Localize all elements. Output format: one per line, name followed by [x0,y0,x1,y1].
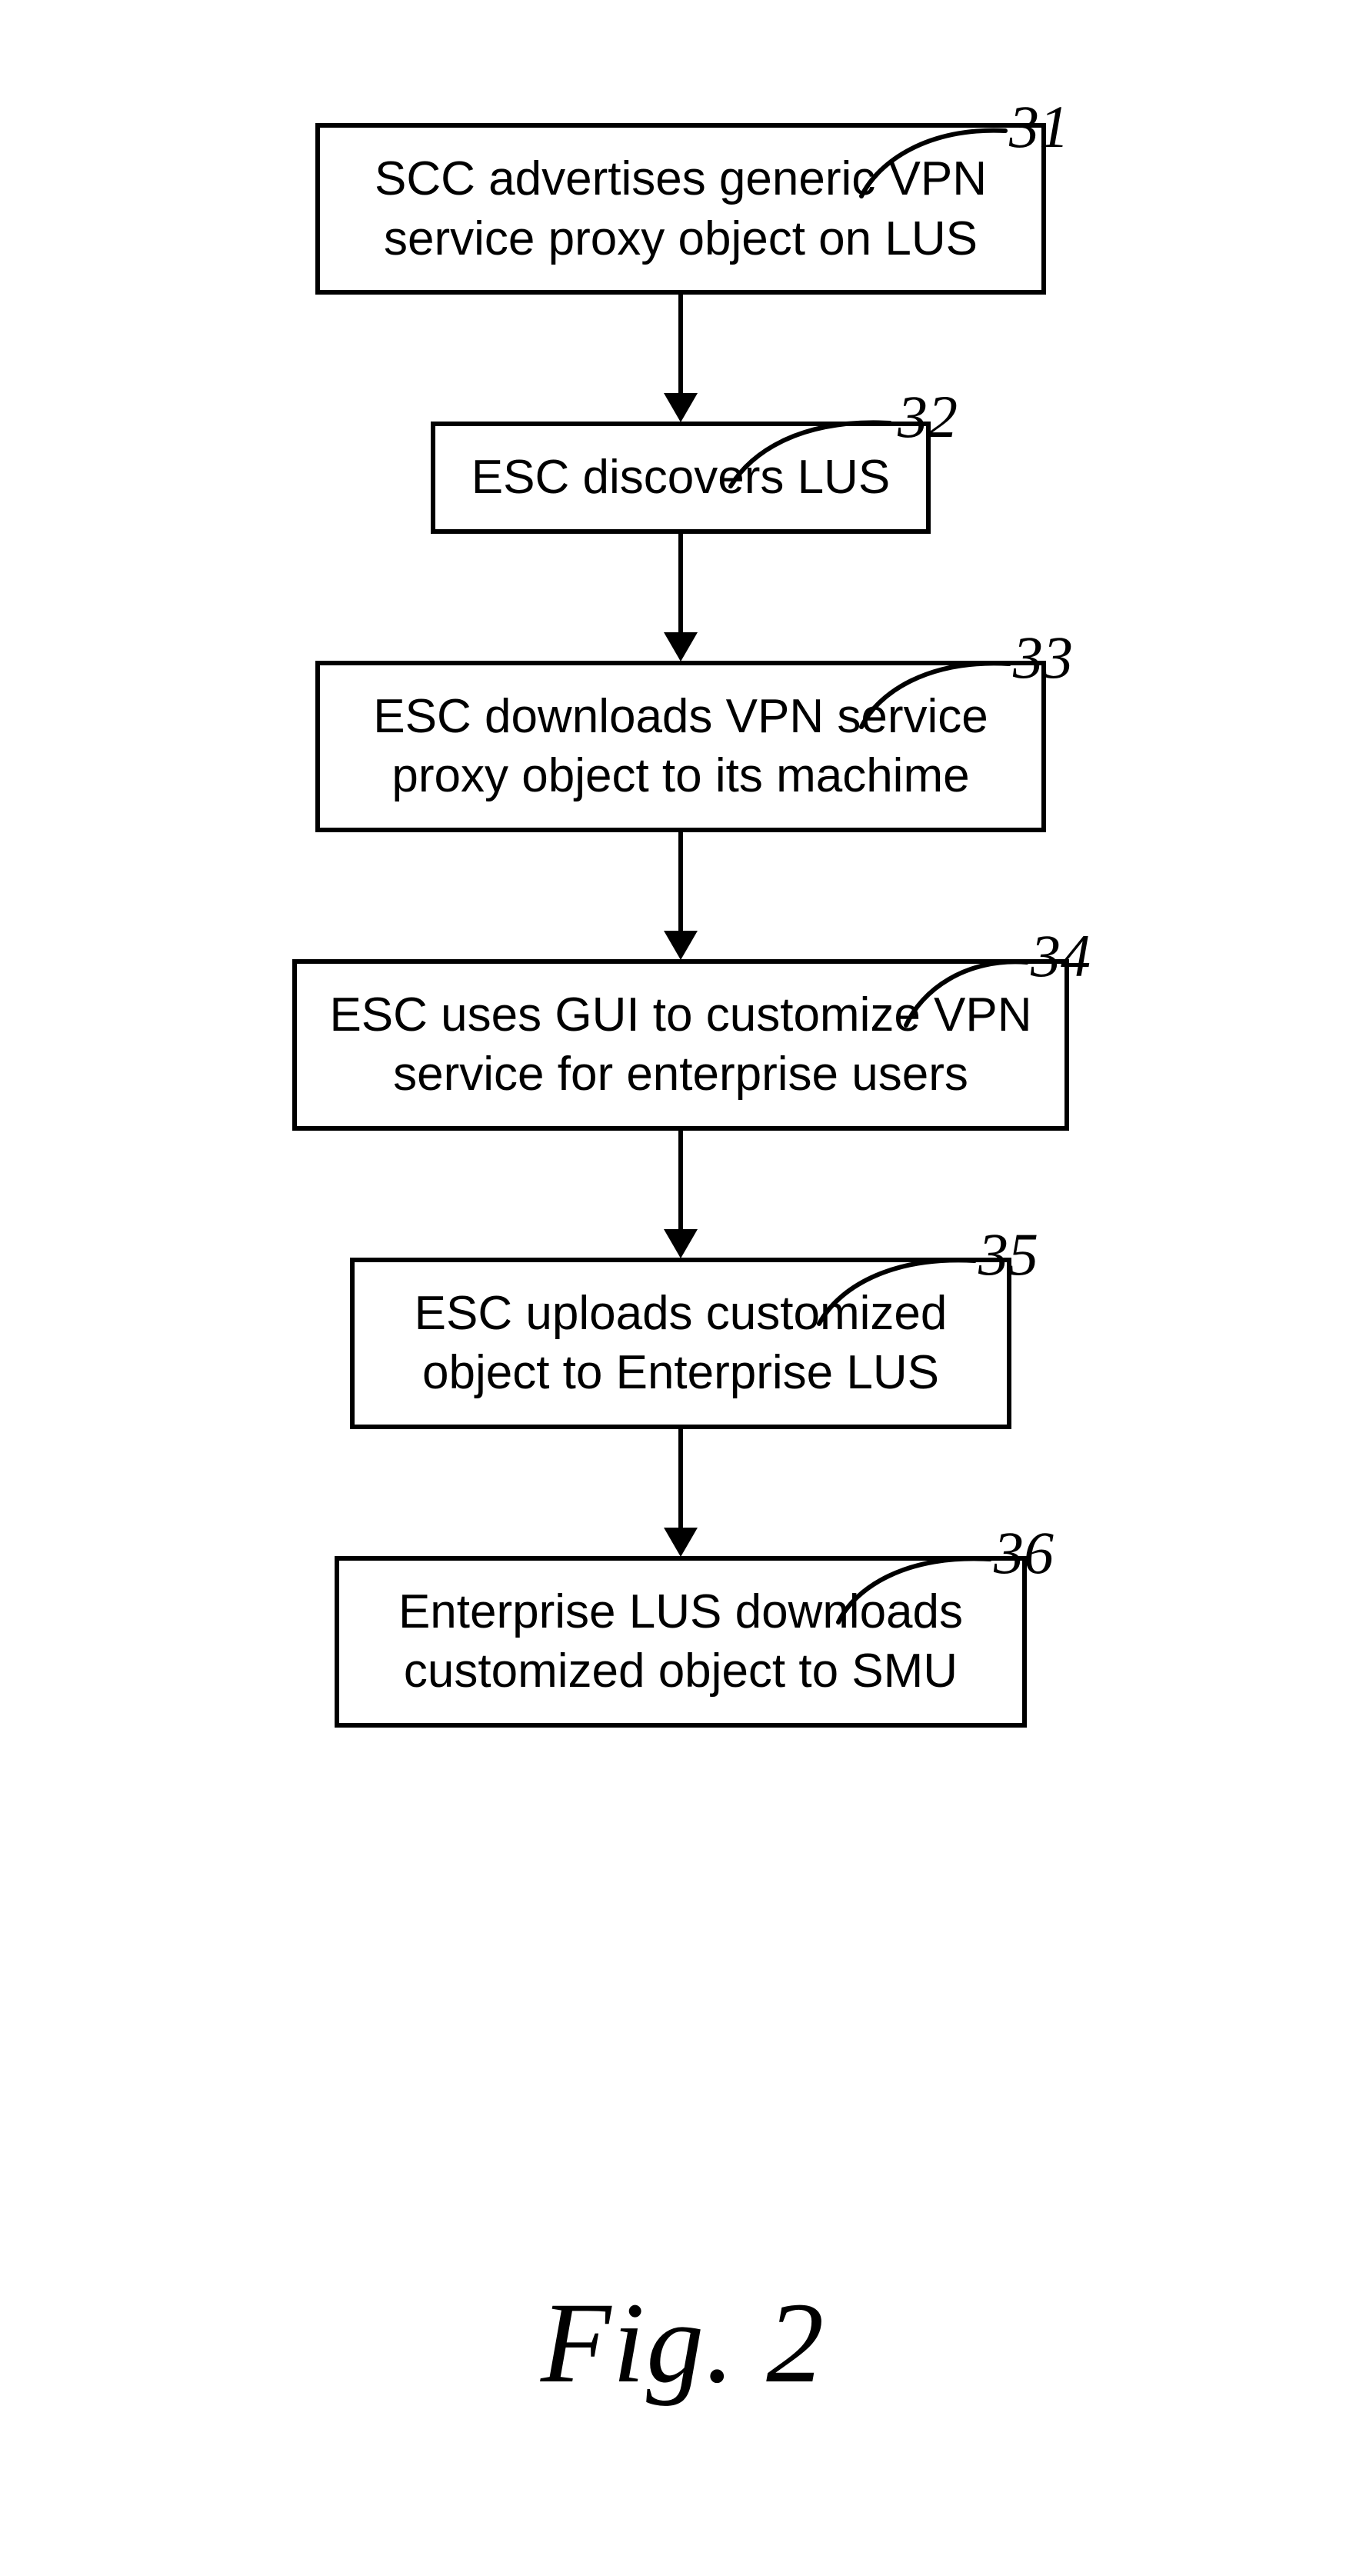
flow-node-31-text: SCC advertises generic VPNservice proxy … [343,149,1018,268]
flow-node-33-text: ESC downloads VPN serviceproxy object to… [343,687,1018,806]
arrow-4 [200,1131,1161,1258]
arrow-line-icon [678,832,683,932]
arrow-line-icon [678,1429,683,1529]
arrow-head-icon [664,632,698,661]
arrow-line-icon [678,1131,683,1231]
arrow-2 [200,534,1161,661]
figure-label: Fig. 2 [541,2277,825,2409]
flow-node-33: ESC downloads VPN serviceproxy object to… [315,661,1046,832]
flow-node-36: Enterprise LUS downloadscustomized objec… [335,1556,1027,1728]
flow-node-35: ESC uploads customizedobject to Enterpri… [350,1258,1011,1429]
flow-node-36-text: Enterprise LUS downloadscustomized objec… [362,1582,999,1701]
arrow-head-icon [664,1229,698,1258]
arrow-head-icon [664,393,698,422]
arrow-5 [200,1429,1161,1556]
flow-node-35-text: ESC uploads customizedobject to Enterpri… [378,1284,984,1403]
flow-node-34-text: ESC uses GUI to customize VPNservice for… [320,985,1041,1105]
arrow-1 [200,295,1161,422]
arrow-line-icon [678,295,683,395]
arrow-head-icon [664,931,698,960]
arrow-line-icon [678,534,683,634]
flowchart-container: SCC advertises generic VPNservice proxy … [200,123,1161,1728]
flow-node-31: SCC advertises generic VPNservice proxy … [315,123,1046,295]
arrow-3 [200,832,1161,959]
arrow-head-icon [664,1528,698,1557]
flow-node-32-text: ESC discovers LUS [458,448,903,508]
flow-node-32: ESC discovers LUS 32 [431,422,931,534]
flow-node-34: ESC uses GUI to customize VPNservice for… [292,959,1069,1131]
